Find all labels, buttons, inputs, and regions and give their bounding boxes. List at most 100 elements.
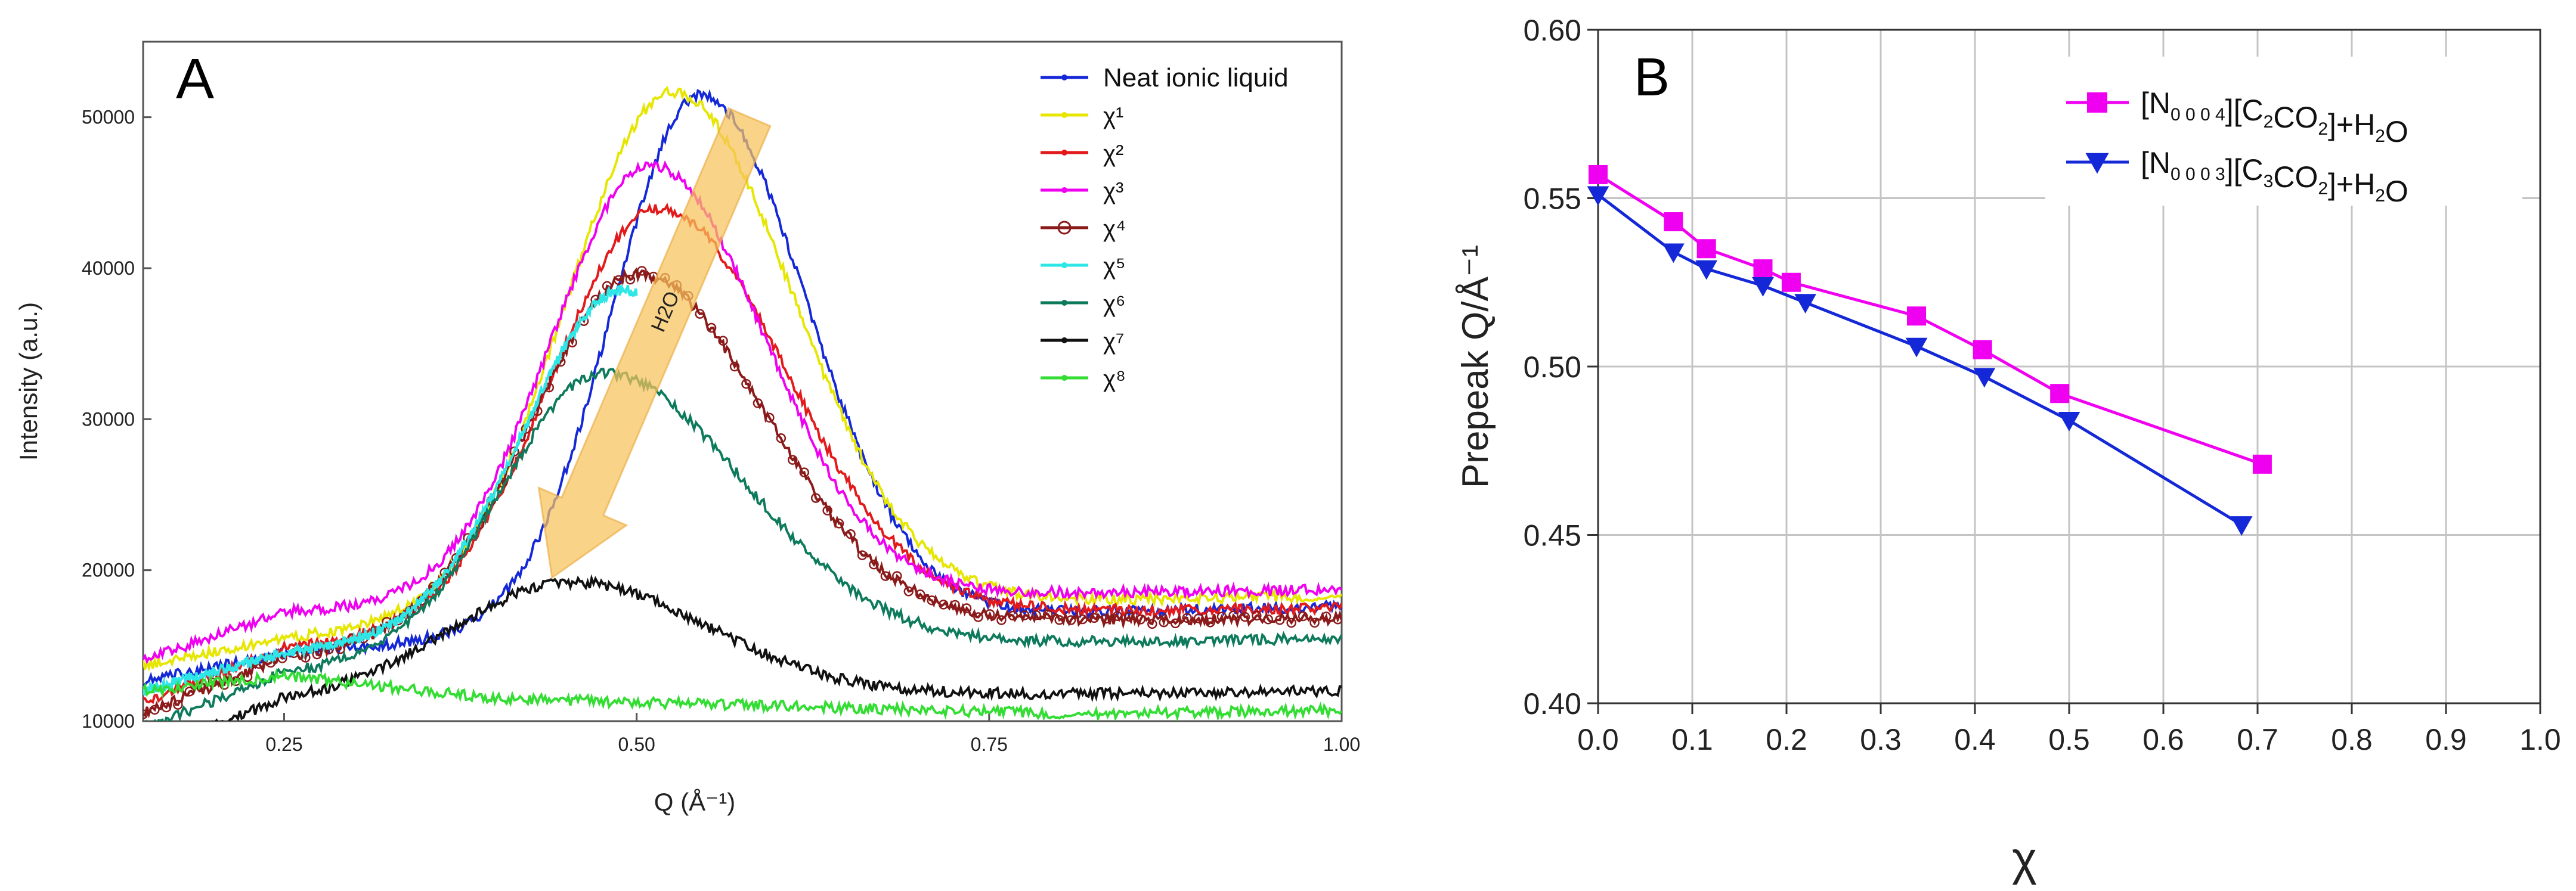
series-point <box>1275 615 1285 625</box>
series-line-9 <box>143 668 1342 721</box>
series-1-point <box>2050 384 2070 403</box>
chart-b-grid <box>1598 30 2540 703</box>
series-point <box>1031 610 1042 620</box>
legend-label-part: CO <box>2273 101 2318 134</box>
legend-marker-4 <box>1061 187 1067 193</box>
series-point <box>903 586 914 597</box>
series-point <box>776 433 787 443</box>
series-point <box>1112 611 1123 622</box>
series-point <box>927 595 937 606</box>
x-tick-label: 0.8 <box>2331 723 2373 756</box>
legend-label-part: 0 0 0 3 <box>2171 164 2225 184</box>
y-tick-label: 30000 <box>82 408 135 430</box>
x-tick-label: 1.0 <box>2519 723 2561 756</box>
series-point <box>637 266 647 276</box>
legend-label-8: χ⁷ <box>1103 328 1124 355</box>
series-point <box>1216 611 1227 622</box>
legend-label-part: 3 <box>2264 172 2274 191</box>
legend-label-part: ]+H <box>2328 167 2375 201</box>
legend-label-7: χ⁶ <box>1103 291 1125 317</box>
chart-a: 0.25 0.50 0.75 1.00 10000 20000 30000 40000 5000… <box>14 41 1360 816</box>
legend-label-3: χ² <box>1103 141 1123 167</box>
legend-box <box>2045 57 2522 206</box>
legend-marker-1 <box>2087 92 2107 113</box>
series-point <box>718 336 728 346</box>
chart-a-legend: Neat ionic liquid χ¹ χ² χ³ χ⁴ χ⁵ χ⁶ χ⁷ χ⁸ <box>1041 63 1289 392</box>
series-point <box>764 412 775 423</box>
legend-marker-9 <box>1061 375 1067 381</box>
x-tick-label: 0.5 <box>2048 723 2090 756</box>
series-point <box>799 467 809 477</box>
x-tick-label: 0.0 <box>1577 723 1619 756</box>
legend-label-part: 2 <box>2264 112 2274 132</box>
legend-label-1: Neat ionic liquid <box>1103 63 1289 92</box>
legend-label-2: χ¹ <box>1103 103 1123 129</box>
legend-marker-8 <box>1061 337 1067 343</box>
series-point <box>973 612 983 622</box>
y-tick-label: 0.60 <box>1524 14 1581 47</box>
series-1-point <box>1907 306 1927 326</box>
series-point <box>810 493 821 503</box>
series-1-point <box>1696 239 1716 259</box>
y-tick-label: 40000 <box>82 257 135 279</box>
series-point <box>1252 610 1262 621</box>
legend-label-part: O <box>2385 115 2408 148</box>
series-point <box>695 309 705 319</box>
series-point <box>1147 619 1157 629</box>
legend-label-part: [N <box>2141 146 2171 179</box>
chart-a-ticks: 0.25 0.50 0.75 1.00 10000 20000 30000 40000 5000… <box>82 107 1360 755</box>
series-point <box>984 609 995 619</box>
legend-label-part: 2 <box>2318 179 2328 198</box>
legend-label-5: χ⁴ <box>1103 216 1126 242</box>
series-point <box>857 550 868 560</box>
series-1-point <box>1753 259 1773 279</box>
series-2-point <box>1695 260 1718 280</box>
legend-label-part: 2 <box>2318 119 2328 139</box>
legend-label-part: 0 0 0 4 <box>2171 105 2225 125</box>
x-tick-label: 1.00 <box>1323 734 1360 755</box>
series-2-point <box>2230 516 2253 536</box>
series-1-point <box>1781 272 1801 292</box>
series-2-point <box>1794 294 1816 314</box>
series-point <box>1286 617 1296 628</box>
series-point <box>741 378 751 389</box>
chart-a-panel-label: A <box>176 47 214 111</box>
series-point <box>869 559 879 570</box>
chart-a-y-axis-label: Intensity (a.u.) <box>14 302 42 461</box>
series-1-point <box>1589 164 1608 184</box>
chart-a-x-axis-label: Q (Å⁻¹) <box>654 788 735 816</box>
series-point <box>753 398 763 408</box>
series-point <box>1228 610 1239 620</box>
series-line-8 <box>212 574 1342 721</box>
legend-label-part: 2 <box>2375 186 2385 206</box>
series-point <box>1263 614 1274 625</box>
series-line-6 <box>143 284 638 696</box>
series-line-4 <box>143 160 1342 665</box>
x-tick-label: 0.4 <box>1954 723 1996 756</box>
legend-marker-2 <box>1061 112 1067 118</box>
chart-b-legend: [N0 0 0 4][C2CO2]+H2O[N0 0 0 3][C3CO2]+H… <box>2045 57 2522 208</box>
series-point <box>625 274 636 285</box>
series-point <box>1135 614 1146 625</box>
series-point <box>1054 615 1064 625</box>
legend-label-part: [N <box>2141 86 2171 120</box>
series-point <box>996 615 1007 625</box>
y-tick-label: 50000 <box>82 107 135 128</box>
series-point <box>150 704 160 715</box>
y-tick-label: 0.40 <box>1524 687 1581 721</box>
series-2-point <box>1905 337 1928 358</box>
series-point <box>173 700 183 710</box>
series-point <box>938 600 949 610</box>
chart-a-plot-frame <box>142 41 1343 722</box>
x-tick-label: 0.75 <box>971 734 1008 755</box>
legend-label-part: 2 <box>2375 126 2385 146</box>
x-tick-label: 0.25 <box>265 734 302 755</box>
series-point <box>1101 613 1111 624</box>
legend-label-2: [N0 0 0 3][C3CO2]+H2O <box>2141 146 2408 208</box>
legend-marker-6 <box>1061 262 1067 268</box>
series-point <box>1020 610 1030 620</box>
x-tick-label: 0.3 <box>1860 723 1902 756</box>
legend-label-part: ][C <box>2225 94 2264 127</box>
series-2-point <box>2058 412 2080 431</box>
